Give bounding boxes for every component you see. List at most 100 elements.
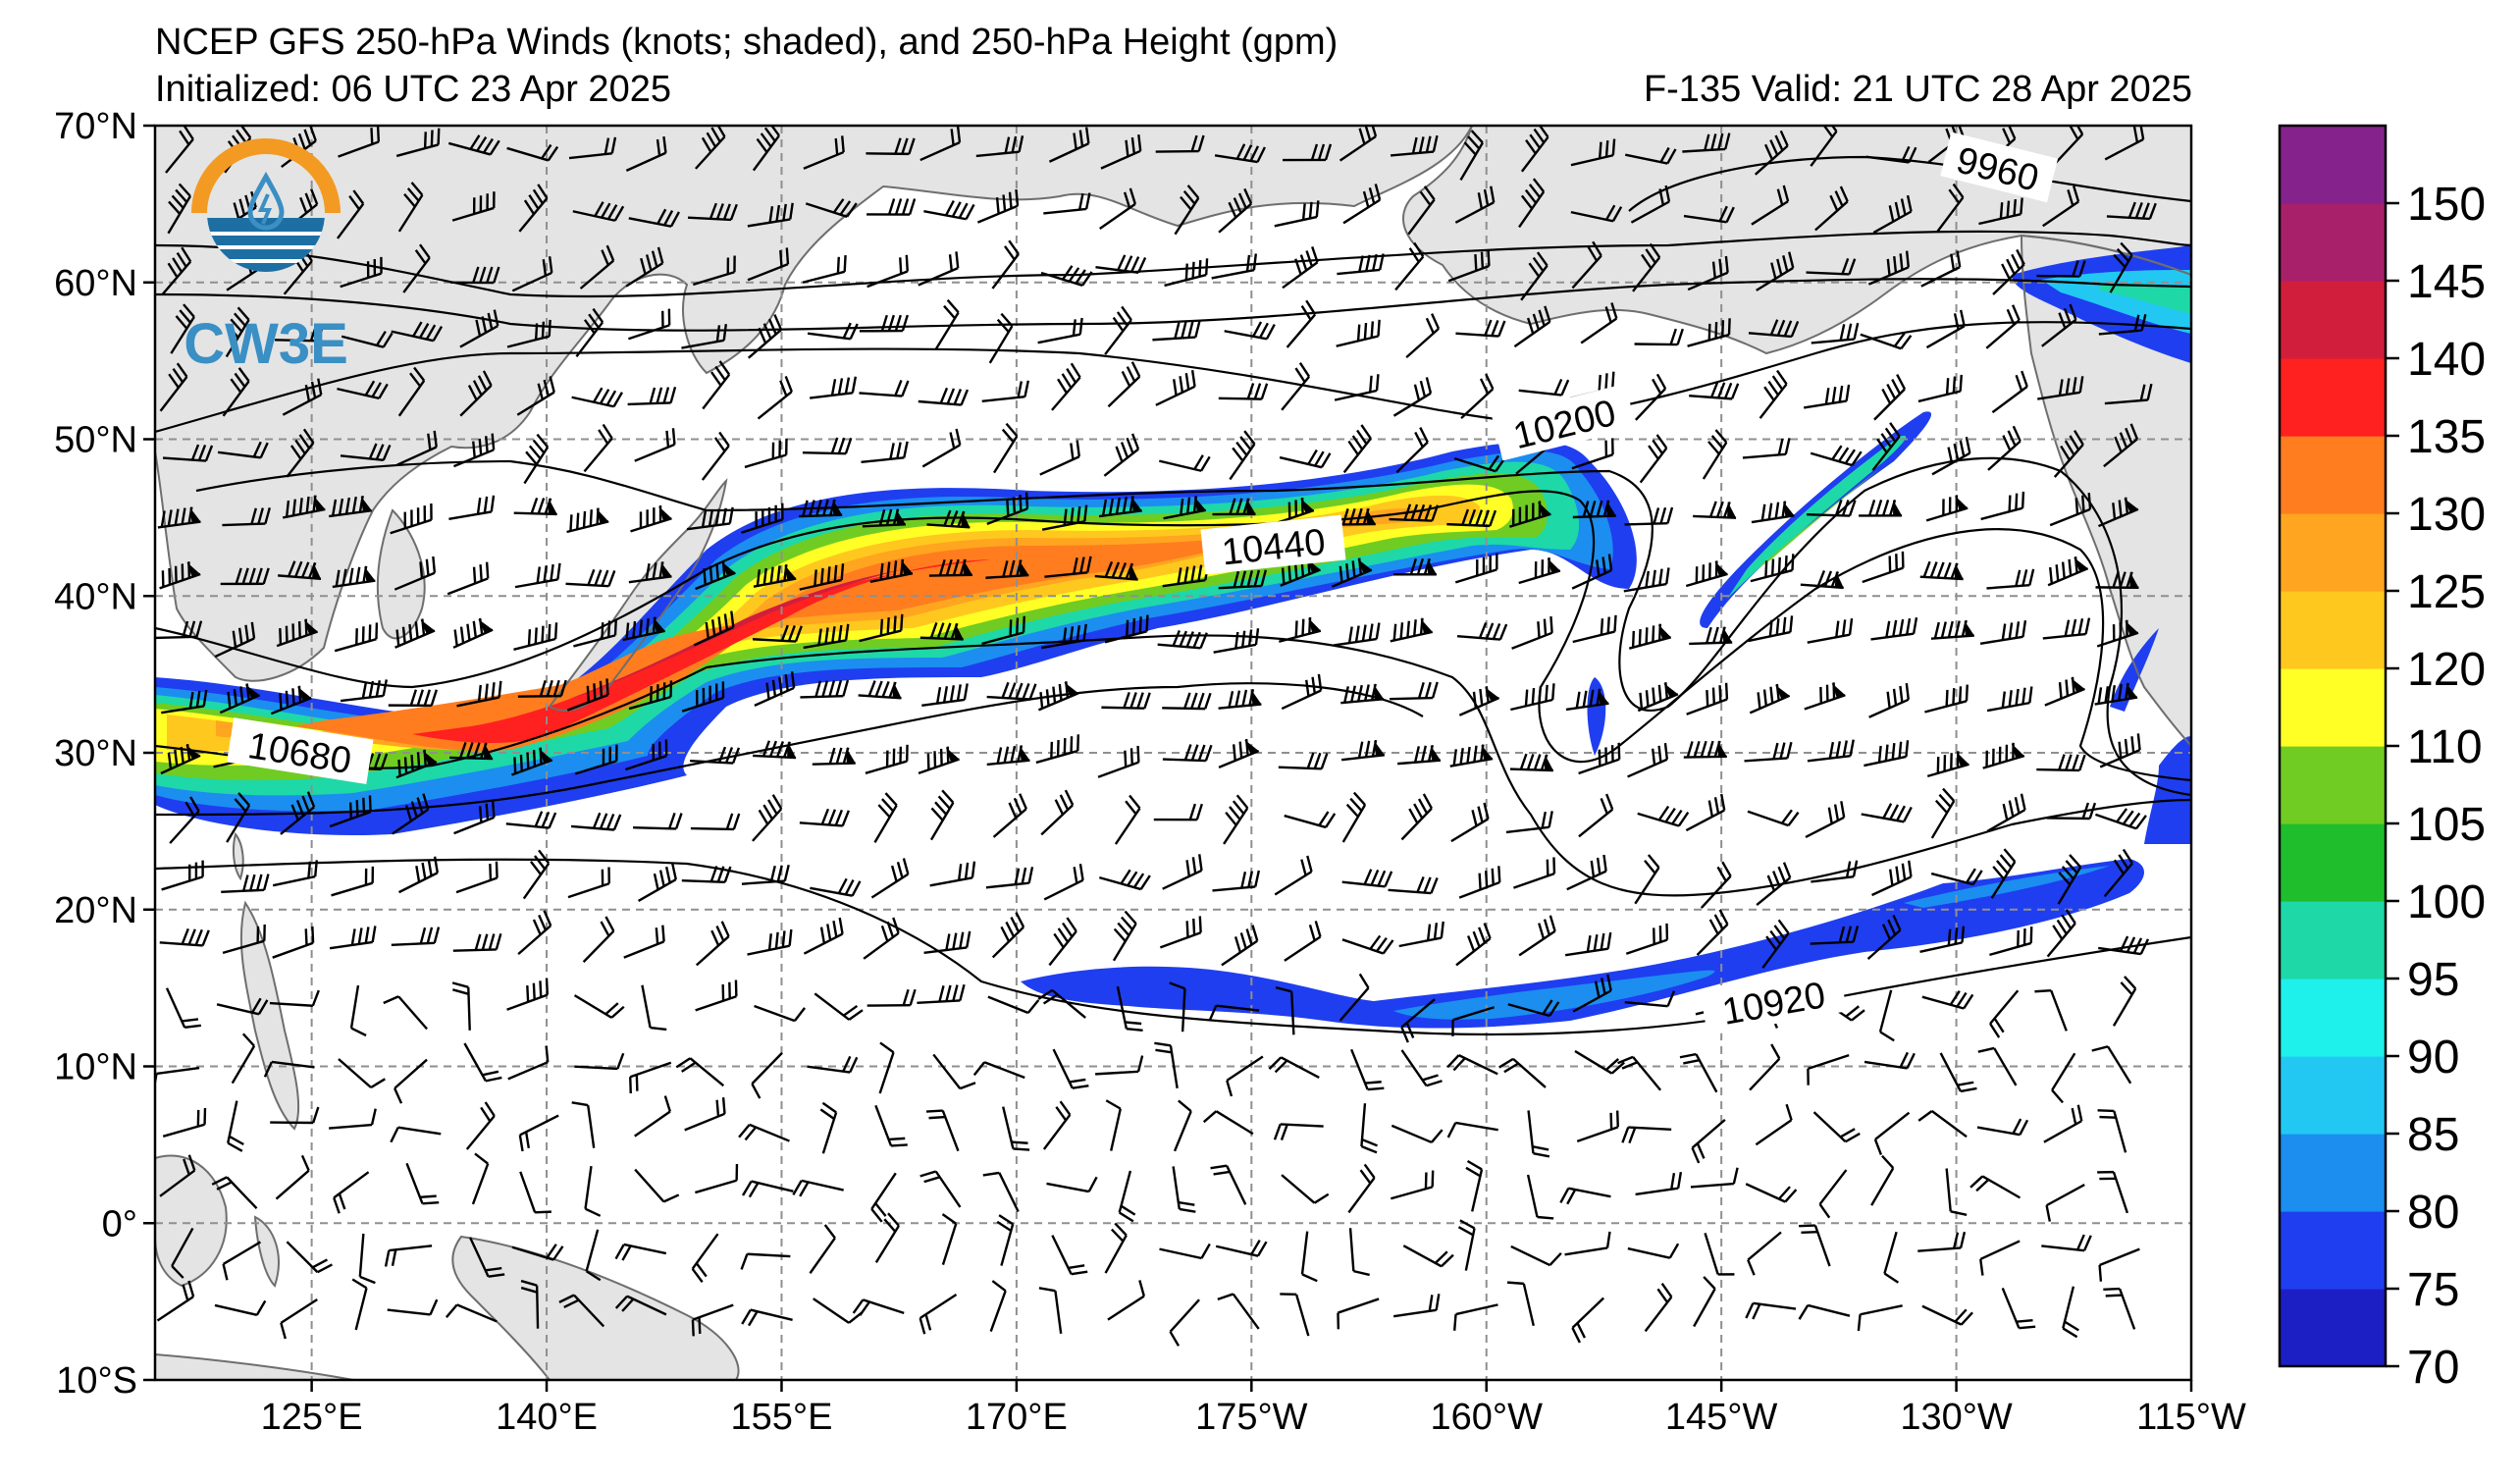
wind-barb (1446, 1121, 1498, 1139)
colorbar-label: 110 (2407, 721, 2483, 773)
wind-barb (859, 314, 909, 333)
wind-barb (687, 202, 738, 222)
wind-barb (519, 1171, 551, 1214)
wind-barb (1507, 999, 1560, 1018)
wind-barb (932, 1053, 976, 1090)
colorbar-label: 130 (2407, 489, 2486, 541)
wind-barb (1454, 553, 1498, 584)
wind-barb (161, 689, 208, 715)
wind-barb (690, 746, 741, 765)
height-contours (155, 155, 2191, 1036)
colorbar-bin (2280, 126, 2386, 204)
lon-tick-label: 130°W (1900, 1397, 2013, 1438)
wind-barb (1744, 741, 1793, 763)
wind-barb (340, 679, 388, 703)
wind-barb (402, 243, 431, 293)
wind-barb (1754, 130, 1789, 176)
logo-text: CW3E (184, 312, 348, 376)
wind-barb (681, 866, 732, 884)
wind-barb (2095, 808, 2147, 830)
wind-barb (1756, 251, 1795, 291)
wind-barb (1755, 1103, 1793, 1146)
wind-barb (518, 184, 549, 233)
wind-barb (1334, 374, 1380, 401)
wind-barb (1212, 870, 1261, 892)
wind-barb (1282, 245, 1319, 290)
wind-barb (918, 251, 960, 287)
wind-barb (162, 1107, 207, 1138)
wind-barb (1458, 686, 1500, 716)
wind-barb (1580, 302, 1618, 344)
wind-barb (1218, 689, 1262, 710)
wind-barb (1455, 319, 1506, 338)
colorbar-label: 80 (2407, 1187, 2459, 1239)
wind-barb (1571, 1297, 1605, 1344)
wind-barb (1392, 377, 1433, 417)
wind-barb (517, 679, 567, 698)
wind-barb (1099, 869, 1151, 891)
colorbar-label: 70 (2407, 1342, 2459, 1394)
contour-label-10440: 10440 (1200, 514, 1346, 575)
wind-barb (391, 321, 444, 343)
wind-barb (1159, 916, 1202, 949)
wind-barb (211, 1176, 258, 1210)
wind-barb (918, 746, 960, 775)
wind-barb (1400, 793, 1433, 841)
wind-barb (165, 987, 201, 1030)
wind-barb (1157, 630, 1208, 650)
wind-barb (448, 495, 496, 520)
wind-barb (1101, 691, 1151, 710)
wind-barb (1920, 250, 1962, 288)
logo-ring (191, 138, 341, 214)
colorbar-bin (2280, 513, 2386, 592)
wind-barb (1624, 990, 1676, 1008)
wind-barb (630, 505, 672, 533)
wind-barb (1202, 1110, 1254, 1136)
wind-barb (506, 978, 550, 1011)
colorbar-label: 145 (2407, 256, 2486, 308)
wind-barb (1098, 496, 1142, 518)
wind-barb (1798, 1303, 1851, 1320)
wind-barb (2098, 497, 2139, 528)
wind-barb (628, 561, 672, 584)
wind-barb (1930, 619, 1974, 640)
wind-barb (928, 558, 972, 577)
wind-barb (1099, 187, 1137, 230)
wind-barb (633, 812, 683, 830)
wind-barb (695, 921, 730, 967)
wind-barb (923, 930, 971, 955)
wind-barb (582, 916, 615, 963)
wind-barb (1159, 1243, 1211, 1260)
wind-barb (1398, 921, 1444, 948)
wind-barb (1348, 1228, 1370, 1277)
wind-barb (1172, 1166, 1196, 1213)
wind-barb (1513, 857, 1556, 889)
wind-barb (859, 613, 904, 643)
wind-barb (1213, 628, 1260, 654)
lon-tick-label: 160°W (1430, 1397, 1543, 1438)
wind-barb (2047, 556, 2089, 587)
wind-barb (1282, 143, 1333, 162)
wind-barb (985, 867, 1034, 889)
wind-barb (1284, 811, 1337, 829)
wind-barb (1340, 683, 1385, 705)
wind-barb (160, 743, 201, 775)
wind-barb (1048, 917, 1077, 967)
lat-tick-label: 50°N (54, 420, 137, 461)
wind-barb (2098, 313, 2147, 336)
wind-barb (1337, 1298, 1380, 1330)
wind-barb (396, 430, 438, 466)
wind-barb (388, 689, 438, 707)
wind-barb (1578, 742, 1621, 775)
wind-barb (1218, 738, 1260, 769)
wind-barb (338, 1058, 386, 1089)
wind-barb (1870, 617, 1918, 641)
wind-barb (1456, 621, 1508, 641)
wind-barb (1637, 805, 1690, 827)
wind-barb (1686, 682, 1729, 715)
colorbar-label: 120 (2407, 644, 2486, 696)
wind-barb (1223, 794, 1249, 845)
wind-barb (695, 126, 726, 170)
wind-barb (741, 1180, 794, 1198)
wind-barb (575, 307, 604, 358)
